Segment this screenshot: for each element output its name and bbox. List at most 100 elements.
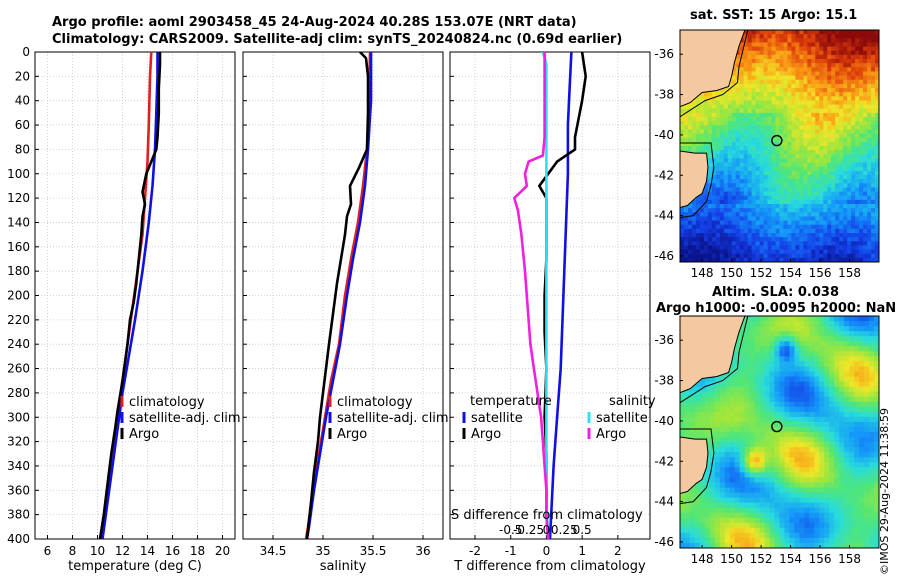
map-cell [844, 467, 850, 473]
map-cell [834, 381, 840, 388]
map-cell [807, 75, 812, 81]
map-cell [699, 542, 706, 548]
map-cell [735, 96, 741, 102]
map-cell [863, 112, 868, 118]
map-cell [747, 249, 753, 255]
map-cell [707, 257, 713, 262]
map-cell [755, 170, 761, 176]
map-cell [859, 336, 865, 342]
map-cell [869, 457, 875, 463]
map-cell [771, 187, 777, 193]
map-cell [871, 59, 876, 64]
map-cell [867, 83, 872, 89]
map-cell [779, 406, 786, 413]
map-cell [723, 220, 729, 226]
map-cell [794, 507, 800, 514]
map-cell [695, 100, 701, 106]
map-cell [811, 100, 816, 106]
map-cell [799, 462, 805, 468]
map-cell [791, 42, 797, 48]
map-cell [799, 220, 804, 226]
map-cell [827, 50, 832, 56]
map-cell [843, 150, 848, 155]
map-cell [815, 112, 820, 118]
map-cell [764, 537, 771, 544]
map-cell [871, 212, 876, 218]
map-cell [804, 401, 810, 408]
map-cell [767, 220, 773, 226]
map-cell [834, 487, 840, 494]
map-cell [779, 492, 786, 499]
map-cell [794, 432, 800, 438]
map-cell [843, 92, 848, 97]
map-cell [809, 371, 815, 378]
map-cell [684, 522, 691, 529]
map-cell [723, 158, 729, 164]
map-cell [839, 253, 844, 259]
map-cell [849, 467, 855, 473]
map-cell [859, 517, 865, 524]
map-cell [834, 421, 840, 428]
map-cell [695, 121, 701, 126]
map-cell [863, 54, 868, 60]
map-cell [827, 59, 832, 64]
map-cell [843, 38, 848, 44]
map-cell [855, 79, 860, 85]
map-cell [755, 191, 761, 197]
map-cell [807, 92, 812, 97]
map-cell [839, 351, 845, 357]
map-cell [751, 100, 757, 106]
series-line-argo [305, 52, 370, 539]
map-cell [829, 411, 835, 418]
map-cell [769, 432, 776, 438]
map-cell [714, 487, 721, 494]
map-cell [829, 497, 835, 504]
map-cell [767, 30, 773, 35]
map-cell [749, 346, 756, 352]
map-cell [747, 187, 753, 193]
map-cell [823, 75, 828, 81]
map-cell [839, 346, 845, 352]
map-cell [827, 170, 832, 176]
map-cell [827, 199, 832, 205]
map-cell [727, 125, 733, 131]
map-cell [809, 361, 815, 368]
map-cell [843, 71, 848, 77]
map-cell [704, 396, 711, 403]
map-cell [844, 361, 850, 368]
map-cell [819, 472, 825, 478]
map-cell [794, 371, 800, 378]
map-cell [755, 224, 761, 230]
legend-title-temperature: temperature [470, 394, 552, 409]
map-cell [855, 220, 860, 226]
map-cell [814, 341, 820, 347]
argo-position-marker [771, 420, 783, 433]
map-cell [795, 208, 800, 213]
map-cell [831, 67, 836, 73]
map-cell [844, 487, 850, 494]
map-cell [723, 179, 729, 184]
map-cell [779, 224, 785, 230]
map-cell [819, 245, 824, 251]
map-cell [859, 432, 865, 438]
map-cell [815, 179, 820, 184]
map-cell [724, 421, 731, 428]
map-cell [863, 170, 868, 176]
map-cell [680, 245, 685, 251]
map-cell [715, 112, 721, 118]
legend-label: Argo [596, 427, 626, 442]
map-cell [829, 396, 835, 403]
map-cell [719, 133, 725, 139]
map-cell [719, 487, 726, 494]
map-cell [794, 366, 800, 373]
map-cell [804, 336, 810, 342]
map-cell [803, 112, 808, 118]
map-cell [799, 512, 805, 519]
map-cell [795, 67, 800, 73]
map-cell [871, 50, 876, 56]
map-cell [724, 502, 731, 509]
map-cell [807, 121, 812, 126]
map-cell [855, 146, 860, 151]
map-cell [784, 527, 791, 534]
map-cell [680, 411, 686, 418]
